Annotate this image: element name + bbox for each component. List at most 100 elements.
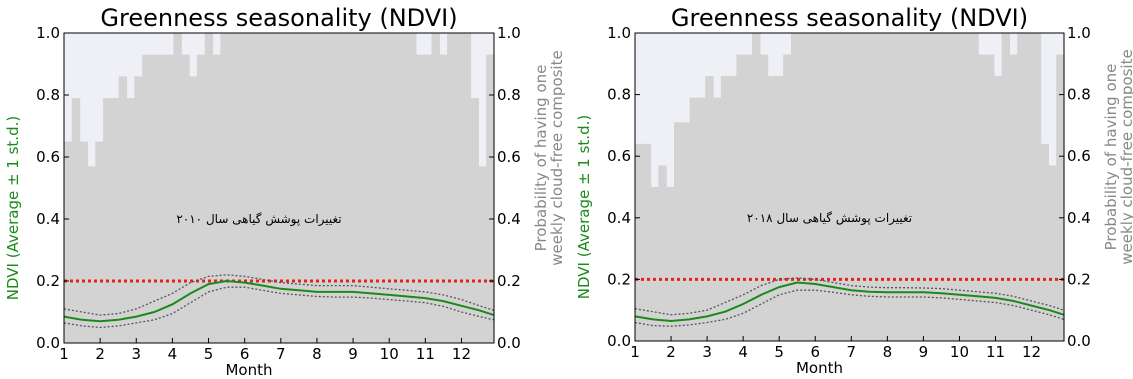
probability-bar xyxy=(314,33,323,343)
x-tick-label: 11 xyxy=(416,345,435,363)
probability-bar xyxy=(400,33,409,343)
x-tick-label: 1 xyxy=(59,345,69,363)
probability-bar xyxy=(181,54,190,343)
x-tick-label: 12 xyxy=(452,345,471,363)
x-tick-label: 3 xyxy=(131,345,141,363)
y-tick-label: 0.0 xyxy=(36,334,60,352)
y-tick-label: 0.8 xyxy=(36,86,60,104)
probability-bar xyxy=(368,33,378,343)
y-tick-label: 1.0 xyxy=(36,24,60,42)
probability-bar xyxy=(861,33,870,341)
probability-bar xyxy=(666,187,675,341)
probability-bar xyxy=(462,33,472,343)
x-axis-label: Month xyxy=(796,359,843,377)
y-tick-label-right: 1.0 xyxy=(497,24,521,42)
probability-bar xyxy=(853,33,862,341)
probability-bar xyxy=(196,54,206,343)
probability-bar xyxy=(705,76,714,342)
probability-bar xyxy=(939,33,948,341)
y-axis-label-right-line1: Probability of having one xyxy=(532,65,550,252)
probability-bar xyxy=(189,76,198,344)
y-axis-label: NDVI (Average ± 1 st.d.) xyxy=(4,116,22,300)
x-tick-label: 9 xyxy=(348,345,358,363)
y-tick-label-right: 0.2 xyxy=(1067,270,1091,288)
x-tick-label: 11 xyxy=(986,343,1005,361)
y-axis-label: NDVI (Average ± 1 st.d.) xyxy=(575,115,593,299)
y-tick-label: 0.8 xyxy=(607,86,631,104)
probability-bar xyxy=(282,33,292,343)
probability-bar xyxy=(783,54,792,342)
probability-bar xyxy=(64,141,73,343)
probability-bar xyxy=(243,33,253,343)
ndvi-chart-2010-svg: 0.0 0.00.2 0.20.4 0.40.6 0.60.8 0.81.0 1.01 2 3 4… xyxy=(4,4,566,379)
x-tick-label: 4 xyxy=(738,343,748,361)
probability-bar xyxy=(361,33,370,343)
probability-bar xyxy=(337,33,347,343)
y-tick-label-right: 0.8 xyxy=(1067,86,1091,104)
ndvi-mean-line xyxy=(63,279,495,323)
probability-bar xyxy=(822,33,831,341)
probability-bar xyxy=(1025,33,1034,341)
y-axis-label-right-line2: weekly cloud-free composite xyxy=(1118,49,1133,264)
probability-bar xyxy=(267,33,276,343)
probability-bar xyxy=(478,166,487,343)
y-tick-label-right: 0.0 xyxy=(497,334,521,352)
probability-bar xyxy=(259,33,268,343)
probability-bar xyxy=(212,54,221,343)
probability-bar xyxy=(798,33,808,341)
chart-annotation: تغییرات پوشش گیاهی سال ۲۰۱۸ xyxy=(747,211,912,226)
probability-bar xyxy=(345,33,354,343)
probability-bar xyxy=(689,97,698,342)
x-tick-label: 7 xyxy=(847,343,857,361)
probability-bar xyxy=(204,33,214,343)
ndvi-lower-std-line xyxy=(63,286,495,329)
x-tick-label: 5 xyxy=(774,343,784,361)
probability-bar xyxy=(814,33,823,341)
x-tick-label: 7 xyxy=(276,345,286,363)
probability-bar xyxy=(1040,143,1049,341)
probability-bar xyxy=(1032,33,1042,341)
probability-bar xyxy=(423,54,433,343)
probability-bar xyxy=(95,141,104,343)
x-tick-label: 2 xyxy=(95,345,105,363)
probability-bar xyxy=(157,54,167,343)
x-tick-label: 8 xyxy=(883,343,893,361)
probability-bar xyxy=(290,33,300,343)
ndvi-lower-std-line xyxy=(634,289,1065,327)
probability-bar xyxy=(392,33,401,343)
x-tick-label: 12 xyxy=(1022,343,1041,361)
probability-bar xyxy=(454,33,464,343)
y-tick-label-right: 1.0 xyxy=(1067,24,1091,42)
probability-bar xyxy=(110,98,120,343)
probability-bar xyxy=(720,76,730,342)
probability-bar xyxy=(681,122,691,341)
probability-bar xyxy=(275,33,284,343)
y-tick-label: 0.4 xyxy=(36,210,60,228)
y-tick-label-right: 0.4 xyxy=(1067,209,1091,227)
probability-bar xyxy=(79,141,89,343)
probability-bar xyxy=(993,76,1003,342)
y-tick-label-right: 0.6 xyxy=(1067,147,1091,165)
probability-bar xyxy=(415,54,425,343)
probability-bar xyxy=(87,166,96,343)
probability-bar xyxy=(767,76,776,342)
probability-bar xyxy=(884,33,893,341)
probability-bar xyxy=(658,165,667,341)
probability-bar xyxy=(486,54,495,343)
y-tick-label: 0.4 xyxy=(607,209,631,227)
chart-title: Greenness seasonality (NDVI) xyxy=(100,4,457,32)
probability-bar xyxy=(306,33,315,343)
probability-bar xyxy=(635,143,644,341)
probability-bar xyxy=(447,33,456,343)
probability-bar xyxy=(142,54,151,343)
probability-bar xyxy=(384,33,393,343)
y-tick-label-right: 0.4 xyxy=(497,210,521,228)
probability-bar xyxy=(986,54,995,342)
probability-bar xyxy=(329,33,339,343)
probability-bar xyxy=(954,33,964,341)
probability-bar xyxy=(947,33,956,341)
x-tick-label: 6 xyxy=(810,343,820,361)
probability-bar xyxy=(439,54,448,343)
x-tick-label: 9 xyxy=(919,343,929,361)
probability-bar xyxy=(923,33,932,341)
